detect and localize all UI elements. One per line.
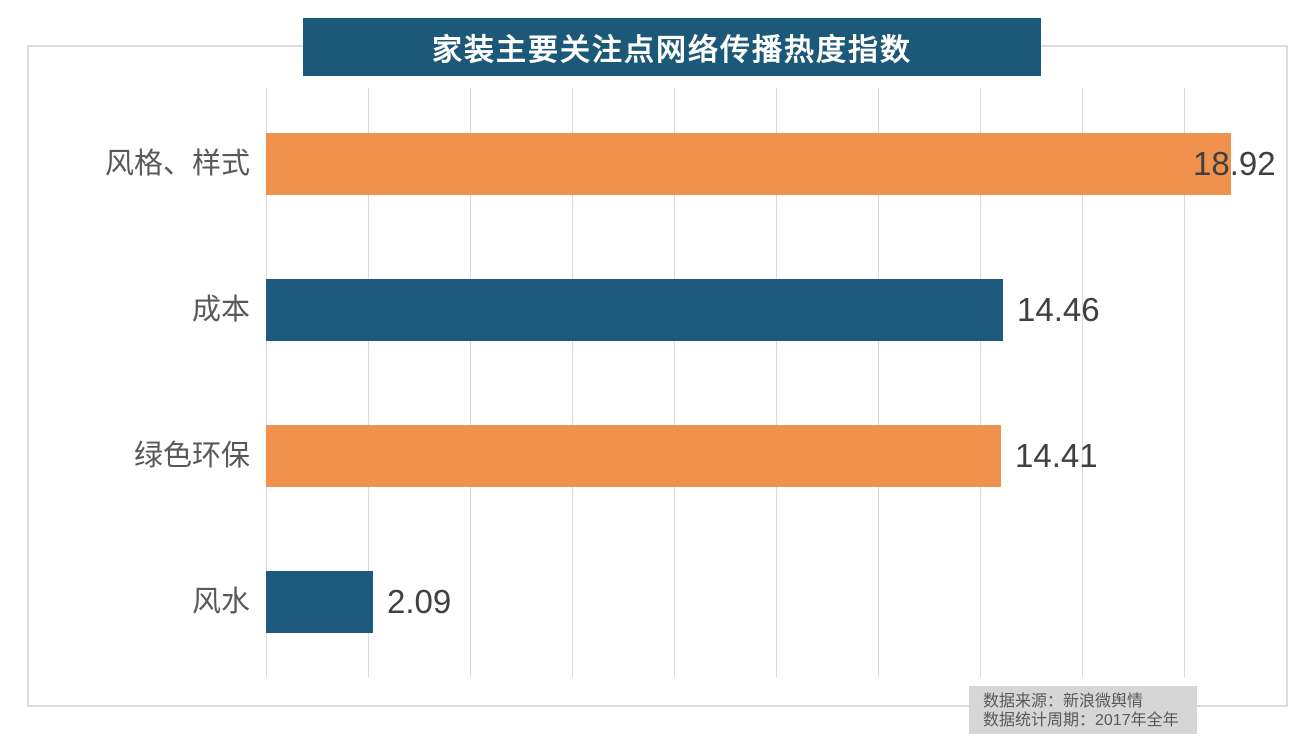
gridline-x-10 (776, 88, 777, 677)
value-label-0: 18.92 (1193, 145, 1276, 182)
gridline-x-16 (1082, 88, 1083, 677)
bar-3 (266, 571, 373, 633)
chart-title: 家装主要关注点网络传播热度指数 (432, 34, 912, 67)
plot-area: 18.92 14.46 14.41 2.09 (266, 88, 1287, 677)
bar-1 (266, 279, 1003, 341)
gridline-x-12 (878, 88, 879, 677)
gridline-x-20 (1286, 88, 1287, 677)
value-label-1: 14.46 (1017, 291, 1100, 328)
source-line-1: 数据来源：新浪微舆情 (983, 693, 1144, 710)
chart-title-banner: 家装主要关注点网络传播热度指数 (303, 18, 1041, 76)
gridline-x-4 (470, 88, 471, 677)
gridline-x-2 (368, 88, 369, 677)
category-label-1: 成本 (191, 294, 250, 326)
gridline-x-18 (1184, 88, 1185, 677)
gridline-x-0 (266, 88, 267, 677)
category-axis: 风格、样式成本绿色环保风水 (0, 88, 250, 677)
category-label-0: 风格、样式 (104, 148, 250, 180)
gridline-x-14 (980, 88, 981, 677)
source-line-2: 数据统计周期：2017年全年 (983, 712, 1179, 729)
value-label-3: 2.09 (387, 583, 452, 620)
gridline-x-8 (674, 88, 675, 677)
source-note: 数据来源：新浪微舆情 数据统计周期：2017年全年 (969, 686, 1197, 734)
category-label-3: 风水 (191, 586, 250, 618)
category-label-2: 绿色环保 (133, 440, 250, 472)
bar-0 (266, 133, 1231, 195)
gridline-x-6 (572, 88, 573, 677)
bar-2 (266, 425, 1001, 487)
value-label-2: 14.41 (1015, 437, 1098, 474)
